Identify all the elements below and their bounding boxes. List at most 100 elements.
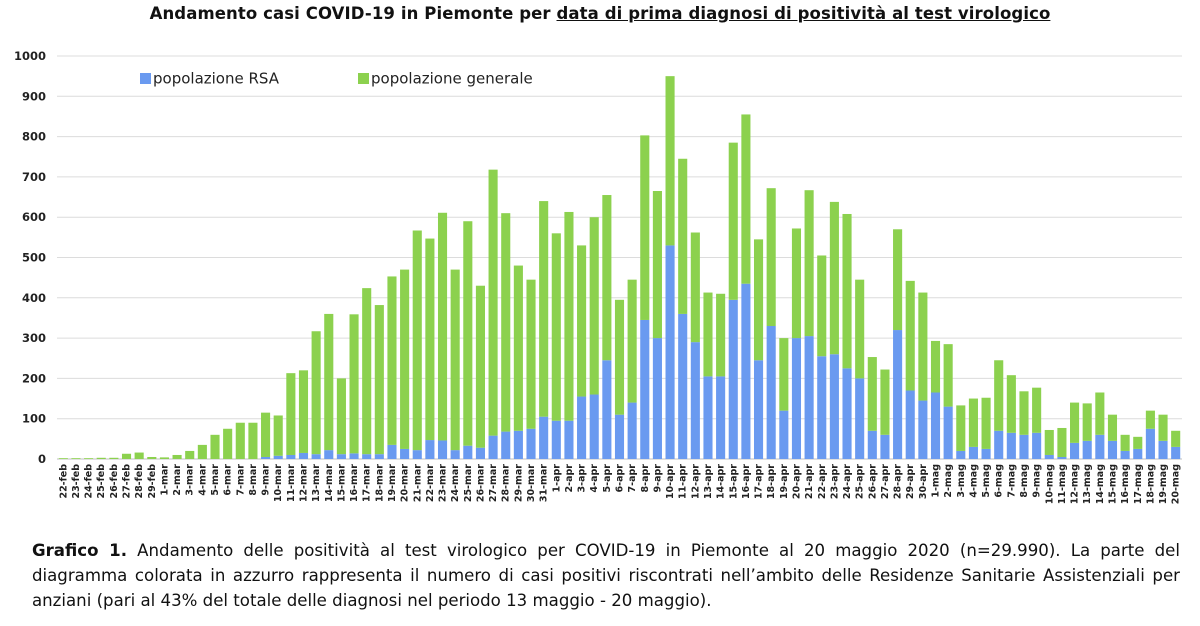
x-tick-label: 4-mar	[197, 464, 208, 496]
bar-rsa	[981, 448, 991, 459]
bar-generale	[58, 458, 68, 459]
bar-generale	[425, 238, 435, 441]
x-tick-label: 25-apr	[855, 464, 866, 499]
bar-generale	[349, 314, 359, 454]
bar-rsa	[273, 455, 283, 459]
bar-generale	[1095, 392, 1105, 435]
x-tick-label: 16-apr	[741, 464, 752, 499]
bar-generale	[235, 422, 245, 459]
bar-generale	[1057, 427, 1067, 457]
bar-generale	[1070, 402, 1080, 443]
x-tick-label: 15-mar	[336, 464, 347, 502]
x-tick-label: 5-mag	[981, 464, 992, 498]
bar-generale	[1032, 387, 1042, 433]
x-tick-label: 11-mar	[286, 464, 297, 502]
bar-generale	[336, 378, 346, 455]
y-tick-label: 400	[22, 291, 46, 305]
bar-generale	[981, 397, 991, 449]
x-tick-label: 14-mag	[1095, 464, 1106, 504]
bar-generale	[614, 299, 625, 415]
bar-generale	[880, 369, 890, 435]
bar-generale	[1171, 430, 1181, 447]
legend-label-generale: popolazione generale	[371, 70, 533, 88]
bar-rsa	[779, 410, 789, 459]
bar-generale	[741, 114, 751, 284]
x-tick-label: 27-feb	[122, 464, 133, 499]
x-tick-label: 8-apr	[640, 464, 651, 493]
x-tick-label: 24-apr	[842, 464, 853, 499]
bar-generale	[930, 340, 941, 393]
bar-rsa	[577, 396, 587, 459]
x-tick-label: 20-apr	[791, 464, 802, 499]
caption-label: Grafico 1.	[32, 541, 128, 560]
x-tick-label: 7-mag	[1006, 464, 1017, 498]
chart-title-underlined: data di prima diagnosi di positività al …	[556, 4, 1051, 23]
bar-rsa	[564, 420, 574, 459]
bar-rsa	[678, 313, 688, 459]
bar-rsa	[412, 450, 422, 459]
x-tick-label: 17-mag	[1133, 464, 1144, 504]
bar-generale	[1133, 436, 1143, 449]
x-tick-label: 2-mar	[172, 464, 183, 496]
bar-generale	[185, 450, 195, 459]
bar-generale	[905, 280, 915, 391]
bar-generale	[197, 444, 207, 459]
y-axis-ticks: 0 100 200 300 400 500 600 700 800 900 1000	[14, 49, 46, 466]
bar-rsa	[804, 336, 814, 459]
chart-title: Andamento casi COVID-19 in Piemonte per …	[0, 4, 1200, 23]
bar-generale	[134, 452, 144, 459]
x-tick-label: 17-apr	[754, 464, 765, 499]
x-tick-label: 11-apr	[678, 464, 689, 499]
bar-generale	[147, 456, 157, 459]
x-tick-label: 16-mar	[349, 464, 360, 502]
bar-generale	[362, 288, 372, 455]
x-tick-label: 1-mar	[159, 464, 170, 496]
bar-rsa	[311, 454, 321, 459]
x-tick-label: 18-mag	[1145, 464, 1156, 504]
bar-generale	[956, 405, 966, 451]
x-tick-label: 9-apr	[652, 464, 663, 493]
x-tick-label: 30-apr	[918, 464, 929, 499]
bar-rsa	[614, 414, 625, 459]
x-tick-label: 10-mag	[1044, 464, 1055, 504]
chart-title-plain: Andamento casi COVID-19 in Piemonte per	[149, 4, 557, 23]
y-tick-label: 600	[22, 210, 46, 224]
x-tick-label: 10-mar	[273, 464, 284, 502]
x-tick-label: 2-apr	[564, 464, 575, 493]
bar-rsa	[728, 299, 738, 459]
legend-label-rsa: popolazione RSA	[153, 70, 280, 88]
bar-rsa	[855, 378, 865, 459]
x-tick-label: 18-mar	[374, 464, 385, 502]
bar-generale	[551, 233, 561, 421]
x-tick-label: 19-mag	[1158, 464, 1169, 504]
bar-generale	[1145, 410, 1155, 429]
bar-generale	[172, 454, 182, 459]
bar-generale	[678, 158, 688, 314]
x-tick-label: 10-apr	[665, 464, 676, 499]
x-tick-label: 14-mar	[324, 464, 335, 502]
bar-generale	[261, 412, 271, 457]
bar-rsa	[1095, 434, 1105, 459]
bar-generale	[842, 213, 852, 369]
bar-rsa	[1006, 432, 1016, 459]
bar-generale	[159, 457, 169, 459]
bar-generale	[1006, 375, 1016, 433]
bar-rsa	[539, 416, 549, 459]
x-tick-label: 28-apr	[893, 464, 904, 499]
y-tick-label: 900	[22, 89, 46, 103]
bar-rsa	[298, 452, 309, 459]
bar-generale	[374, 305, 384, 455]
bar-generale	[298, 370, 309, 453]
bar-generale	[665, 76, 675, 246]
bar-rsa	[867, 430, 877, 459]
bar-rsa	[640, 319, 650, 459]
x-tick-label: 2-mag	[943, 464, 954, 498]
bar-generale	[867, 357, 877, 431]
x-tick-label: 22-mar	[425, 464, 436, 502]
x-tick-label: 20-mar	[400, 464, 411, 502]
x-tick-label: 24-mar	[450, 464, 461, 502]
bar-rsa	[893, 330, 903, 459]
bar-rsa	[501, 431, 511, 459]
bar-generale	[1120, 434, 1130, 451]
